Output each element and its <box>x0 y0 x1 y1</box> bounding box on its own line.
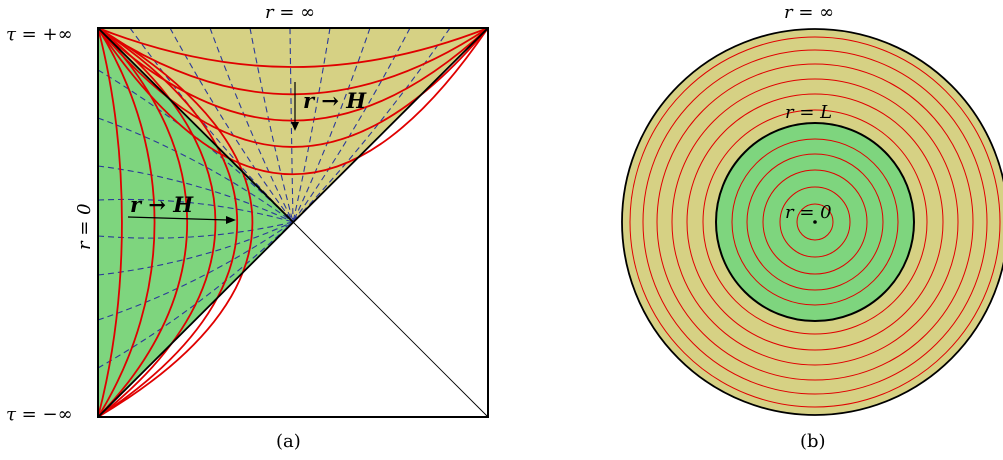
red-ring <box>629 36 1001 408</box>
center-dot <box>813 220 817 224</box>
dashed-curve-left <box>97 117 294 223</box>
dashed-curve-left <box>97 221 294 321</box>
dashed-curve-top <box>289 27 294 223</box>
dashed-curve-top <box>292 27 451 223</box>
left-axis-label: r = 0 <box>74 203 95 250</box>
red-ring <box>762 169 868 275</box>
red-curves <box>97 27 489 418</box>
red-curve-left <box>97 27 156 418</box>
right-diagonal <box>292 221 489 418</box>
red-ring <box>686 93 944 351</box>
red-ring <box>702 109 928 335</box>
tau-plus-label: τ = +∞ <box>6 24 73 45</box>
diagram-frame <box>97 27 489 418</box>
dashed-curve-top <box>209 27 294 223</box>
center-label: r = 0 <box>785 202 832 223</box>
red-ring <box>796 203 834 241</box>
red-curve-left <box>97 27 217 418</box>
red-curve-left <box>97 27 123 418</box>
inner-region-fill <box>98 28 293 417</box>
dashed-curve-left <box>97 221 294 276</box>
dashed-curve-left <box>97 221 294 369</box>
red-curve-top <box>97 27 489 148</box>
top-label-a: r = ∞ <box>265 2 315 23</box>
top-label-b: r = ∞ <box>784 2 834 23</box>
dashed-curve-left <box>97 198 294 223</box>
red-curve-left <box>97 27 254 418</box>
tau-minus-label: τ = −∞ <box>6 404 73 425</box>
arrow-right <box>127 216 229 221</box>
dashed-curve-left <box>97 221 294 239</box>
red-ring <box>746 153 884 291</box>
arrow-right-head <box>226 216 236 224</box>
penrose-diagram: r = ∞ τ = +∞ τ = −∞ r = 0 r → H r → H (a… <box>6 2 489 452</box>
red-ring <box>671 78 959 366</box>
dashed-curve-top <box>292 27 371 223</box>
red-curve-top <box>97 27 489 122</box>
inner-boundary-label: r = L <box>785 102 832 123</box>
dashed-curve-left <box>97 165 294 223</box>
red-curve-top <box>97 27 489 175</box>
red-ring <box>731 138 899 306</box>
red-ring <box>779 186 851 258</box>
arrow-down-head <box>291 122 299 131</box>
red-ring <box>642 49 988 395</box>
disk-diagram: r = ∞ r = L r = 0 (b) <box>621 2 1003 452</box>
arrow-label-upper: r → H <box>303 88 367 113</box>
caption-b: (b) <box>800 431 826 452</box>
red-curve-left <box>97 27 188 418</box>
lower-diagonal <box>97 27 294 223</box>
red-curve-top <box>97 27 489 68</box>
caption-a: (a) <box>276 431 301 452</box>
red-curve-top <box>97 27 489 96</box>
red-ring <box>656 63 974 381</box>
red-rings <box>629 36 1001 408</box>
arrow-label-lower: r → H <box>130 192 194 217</box>
